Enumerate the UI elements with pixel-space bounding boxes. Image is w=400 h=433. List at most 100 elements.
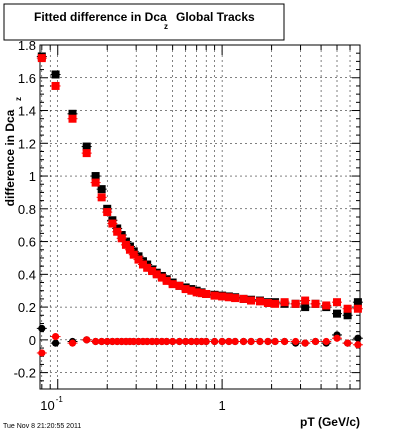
data-point-circle bbox=[333, 334, 341, 342]
plot-frame bbox=[39, 44, 361, 390]
data-point-square bbox=[68, 114, 77, 123]
data-point-square bbox=[231, 294, 240, 303]
y-tick-label: 0.8 bbox=[18, 202, 36, 217]
data-point-circle bbox=[175, 337, 184, 346]
x-tick-label: 1 bbox=[218, 398, 225, 413]
data-point-square bbox=[125, 245, 134, 254]
data-point-square bbox=[271, 299, 280, 308]
data-point-circle bbox=[301, 339, 309, 347]
data-point-square bbox=[301, 296, 310, 305]
data-point-square bbox=[218, 292, 227, 301]
data-point-circle bbox=[187, 337, 195, 346]
data-point-circle bbox=[68, 339, 77, 347]
y-tick-label: 0.2 bbox=[18, 300, 36, 315]
data-point-circle bbox=[182, 337, 190, 346]
data-point-circle bbox=[239, 337, 248, 346]
data-point-square bbox=[210, 291, 219, 300]
data-point-square bbox=[322, 301, 331, 310]
data-point-square bbox=[134, 255, 143, 264]
data-point-circle bbox=[311, 337, 320, 346]
data-point-circle bbox=[38, 349, 46, 357]
data-point-circle bbox=[271, 337, 279, 346]
chart-title-suffix: Global Tracks bbox=[176, 10, 255, 24]
data-point-square bbox=[108, 219, 117, 228]
data-point-square bbox=[121, 240, 130, 249]
data-point-square bbox=[343, 311, 352, 320]
data-point-circle bbox=[153, 337, 161, 346]
y-tick-label: 1.4 bbox=[18, 104, 36, 119]
data-point-square bbox=[162, 276, 171, 285]
data-point-square bbox=[280, 298, 289, 307]
data-point-circle bbox=[103, 337, 111, 346]
data-point-circle bbox=[83, 336, 91, 344]
data-point-square bbox=[192, 288, 201, 297]
data-layer bbox=[36, 52, 363, 357]
title-box: Fitted difference in Dca z Global Tracks bbox=[3, 3, 285, 41]
data-point-square bbox=[51, 81, 60, 90]
y-axis-label-subscript: z bbox=[14, 97, 23, 101]
title-frame bbox=[3, 3, 285, 41]
data-point-square bbox=[117, 234, 126, 243]
data-point-circle bbox=[231, 337, 239, 346]
y-tick-label: 0.4 bbox=[18, 267, 36, 282]
data-point-square bbox=[68, 109, 77, 118]
data-point-square bbox=[187, 286, 196, 295]
data-point-circle bbox=[51, 339, 60, 347]
data-point-square bbox=[301, 303, 310, 312]
y-tick-label: 1.8 bbox=[18, 38, 36, 53]
data-point-circle bbox=[202, 337, 210, 346]
axis-layer: -0.2 0 0.2 0.4 0.6 0.8 1 1.2 1.4 1.6 1.8 10 -1 1 bbox=[14, 38, 361, 413]
y-tick-label: 1.6 bbox=[18, 71, 36, 86]
data-point-circle bbox=[344, 339, 352, 347]
data-point-square bbox=[168, 280, 177, 289]
data-point-square bbox=[103, 208, 112, 217]
data-point-circle bbox=[51, 332, 60, 341]
data-point-circle bbox=[225, 337, 233, 346]
data-point-square bbox=[353, 298, 362, 307]
data-point-square bbox=[152, 270, 161, 279]
data-point-square bbox=[129, 250, 138, 259]
data-point-circle bbox=[292, 337, 300, 346]
y-tick-label: 0.6 bbox=[18, 235, 36, 250]
data-point-circle bbox=[210, 337, 219, 346]
data-point-square bbox=[97, 185, 106, 194]
data-point-square bbox=[247, 296, 256, 305]
data-point-circle bbox=[218, 337, 226, 346]
data-point-square bbox=[202, 289, 211, 298]
chart-title: Fitted difference in Dca bbox=[34, 10, 167, 24]
y-tick-label: 1 bbox=[29, 169, 36, 184]
data-point-square bbox=[255, 297, 264, 306]
data-point-circle bbox=[322, 337, 330, 346]
data-point-circle bbox=[281, 337, 289, 346]
data-point-square bbox=[175, 281, 184, 290]
data-point-square bbox=[51, 70, 60, 79]
data-point-square bbox=[143, 263, 152, 272]
data-point-circle bbox=[98, 337, 106, 346]
data-point-square bbox=[263, 299, 272, 307]
data-point-square bbox=[333, 309, 342, 318]
chart-title-subscript: z bbox=[164, 22, 168, 31]
data-point-square bbox=[224, 293, 233, 302]
data-point-square bbox=[97, 193, 106, 202]
x-axis-label: pT (GeV/c) bbox=[300, 415, 360, 429]
data-point-square bbox=[239, 294, 248, 303]
y-tick-label: 1.2 bbox=[18, 136, 36, 151]
data-point-square bbox=[333, 298, 342, 307]
data-point-circle bbox=[38, 324, 46, 332]
data-point-square bbox=[311, 299, 320, 308]
y-axis-label: difference in Dca bbox=[3, 109, 17, 206]
data-point-circle bbox=[92, 337, 100, 346]
y-axis-label-group: difference in Dca z bbox=[3, 97, 23, 206]
data-point-square bbox=[91, 178, 100, 187]
data-point-square bbox=[91, 172, 100, 181]
data-point-circle bbox=[256, 337, 264, 346]
data-point-circle bbox=[247, 337, 255, 346]
data-point-square bbox=[353, 304, 362, 313]
x-tick-label-exponent: -1 bbox=[56, 395, 64, 404]
data-point-square bbox=[291, 299, 300, 308]
data-point-square bbox=[197, 289, 206, 298]
data-point-square bbox=[148, 267, 157, 276]
